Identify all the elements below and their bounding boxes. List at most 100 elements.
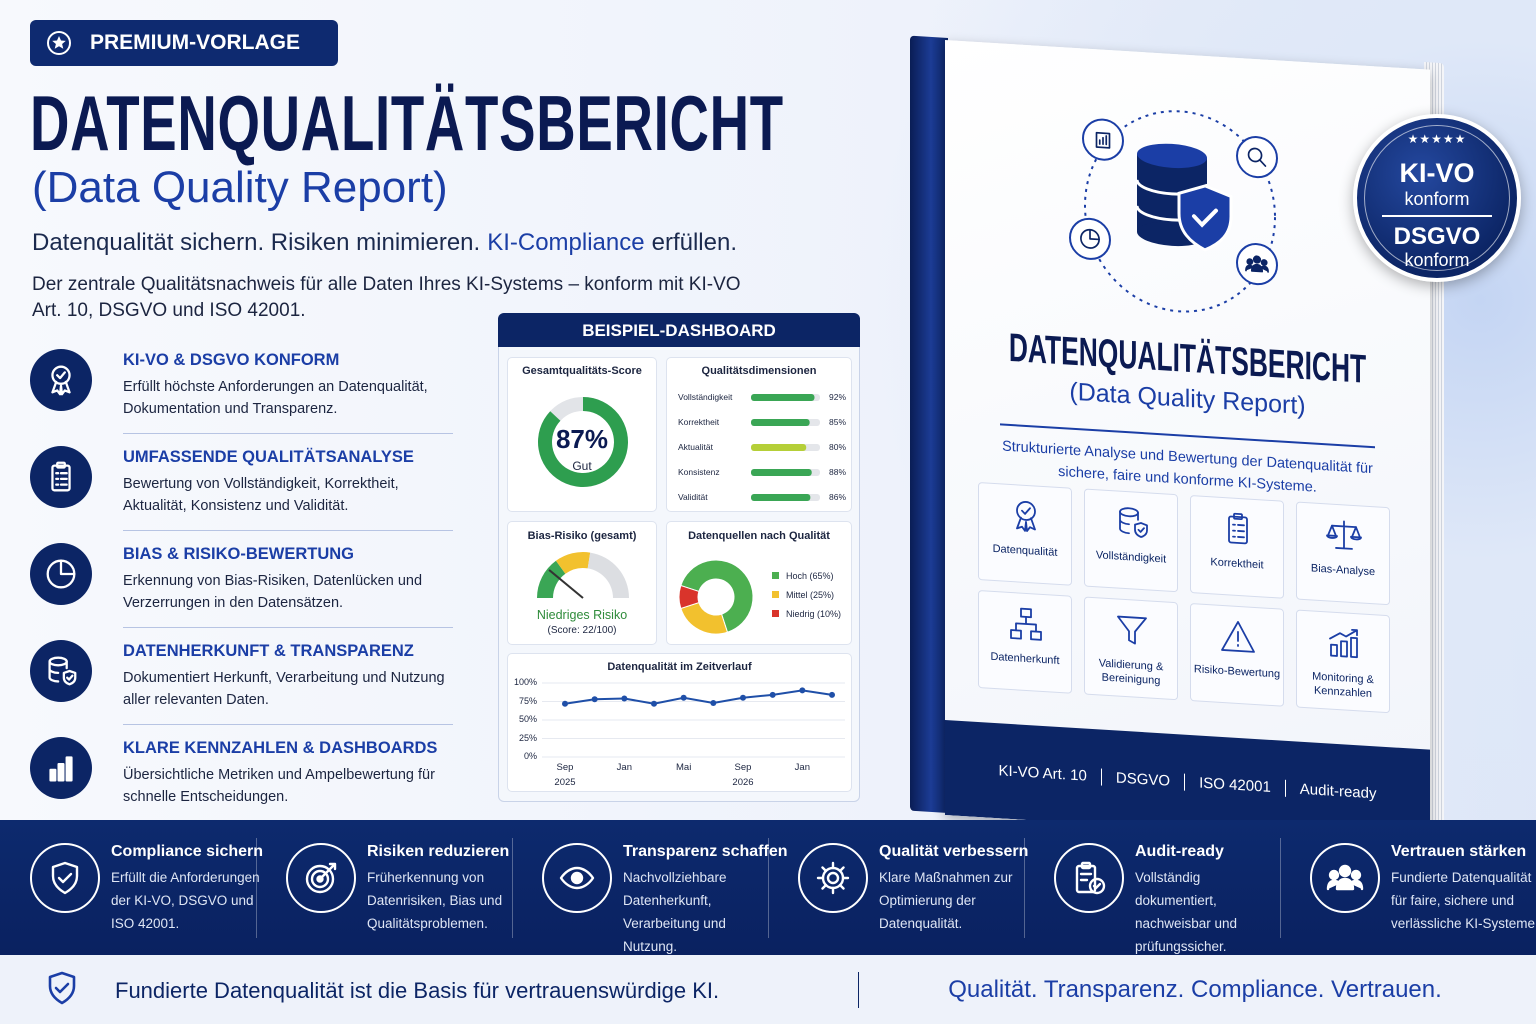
benefit-separator	[1280, 838, 1281, 938]
cover-item: Datenherkunft	[978, 590, 1072, 694]
feature-text: Dokumentiert Herkunft, Verarbeitung und …	[123, 670, 445, 708]
db-icon-part	[1119, 507, 1139, 518]
shield-icon	[51, 861, 79, 895]
tagline-part: Datenqualität sichern. Risiken minimiere…	[32, 229, 481, 256]
flow-icon-part	[1020, 607, 1032, 619]
shield-icon-part	[57, 872, 73, 884]
card-title: Datenquellen nach Qualität	[688, 530, 830, 542]
benefit-text: Früherkennung von Datenrisiken, Bias und…	[367, 870, 503, 931]
gear-icon	[816, 861, 850, 895]
db-icon-part	[1119, 507, 1148, 538]
book-cover: DATENQUALITÄTSBERICHT (Data Quality Repor…	[945, 40, 1430, 845]
clipcheck-icon-part	[1092, 882, 1102, 890]
search-icon	[1247, 147, 1267, 167]
shield-icon-part	[48, 971, 76, 1005]
cover-item-label: Monitoring & Kennzahlen	[1312, 670, 1374, 701]
footer-bar	[0, 955, 1536, 1024]
pie-icon-part	[1089, 228, 1100, 241]
bars-icon	[49, 756, 73, 782]
x-tick-label: Jan	[794, 762, 810, 773]
bar-label: Validität	[678, 492, 708, 502]
benefit-icon-circle	[798, 843, 868, 913]
benefit-separator	[1024, 838, 1025, 938]
emblem-shield	[1177, 184, 1233, 252]
db-icon-part	[66, 674, 74, 681]
medal-icon-part	[51, 365, 71, 396]
flow-icon-part	[1030, 630, 1042, 641]
scale-icon	[1326, 520, 1362, 550]
target-icon-part	[318, 862, 337, 881]
warning-icon-part	[1221, 621, 1255, 653]
pie-icon	[46, 559, 76, 589]
benefit-text: Fundierte Datenqualität für faire, siche…	[1391, 870, 1536, 931]
medal-icon	[1016, 501, 1036, 532]
seal-bottom: DSGVO	[1393, 223, 1481, 250]
dashboard-card	[507, 653, 852, 792]
card-title: Datenqualität im Zeitverlauf	[607, 661, 752, 673]
seal-bottom-sub: konform	[1404, 250, 1470, 270]
clipcheck-icon-part	[1075, 861, 1106, 895]
main-title: DATENQUALITÄTSBERICHT	[30, 79, 784, 167]
feature-text: Bewertung von Vollständigkeit, Korrekthe…	[123, 476, 399, 514]
emblem-check	[1192, 208, 1218, 228]
cover-item: Validierung & Bereinigung	[1084, 596, 1178, 701]
shield-icon	[48, 971, 76, 1005]
medal-icon	[51, 365, 71, 396]
gear-icon-part	[816, 861, 850, 895]
flow-icon-part	[1010, 629, 1022, 640]
minibars-icon-part	[1095, 131, 1111, 149]
badge: PREMIUM-VORLAGE	[30, 20, 338, 66]
feature-icon-circle	[30, 446, 92, 508]
db-icon-part	[48, 660, 68, 683]
pie-icon	[1080, 228, 1100, 249]
monitor-icon-part	[1350, 636, 1358, 659]
clipcheck-icon-part	[1079, 872, 1093, 882]
cover-item-label: Validierung & Bereinigung	[1098, 657, 1164, 688]
emblem-node	[1236, 136, 1278, 179]
bias-rating: Niedriges Risiko	[536, 608, 628, 622]
benefit-title: Compliance sichern	[111, 843, 264, 860]
people-icon-part	[1338, 864, 1352, 878]
bar-value-label: 92%	[828, 392, 846, 402]
tagline: Datenqualität sichern. Risiken minimiere…	[32, 229, 737, 257]
y-tick-label: 75%	[518, 695, 537, 706]
shield-icon-part	[51, 861, 79, 895]
people-icon	[1326, 864, 1364, 891]
clipboard-icon-part	[56, 461, 66, 469]
feature-icon-circle	[30, 543, 92, 605]
bars-icon-part	[65, 756, 73, 782]
cover-item: Datenqualität	[978, 482, 1072, 586]
seal-stars: ★★★★★	[1407, 132, 1467, 146]
db-icon-part	[1119, 510, 1139, 535]
cover-item: Risiko-Bewertung	[1190, 602, 1284, 707]
search-icon-part	[1247, 147, 1263, 163]
cover-item: Vollständigkeit	[1084, 488, 1178, 593]
feature-text: Erfüllt höchste Anforderungen an Datenqu…	[123, 379, 428, 417]
benefit-text: Klare Maßnahmen zur Optimierung der Date…	[879, 870, 1013, 931]
benefits-band	[0, 820, 1536, 955]
badge-icon-star	[52, 36, 66, 49]
feature-icon-circle	[30, 640, 92, 702]
cover-item-label: Datenherkunft	[990, 650, 1060, 668]
feature-title: DATENHERKUNFT & TRANSPARENZ	[123, 642, 414, 660]
card-title: Bias-Risiko (gesamt)	[527, 530, 637, 542]
funnel-icon-part	[1117, 615, 1147, 645]
people-icon-part	[1252, 255, 1262, 264]
people-icon-part	[1245, 263, 1269, 273]
clipboard-icon-part	[1228, 512, 1248, 545]
feature-text: Übersichtliche Metriken und Ampelbewertu…	[123, 767, 435, 805]
people-icon	[1245, 255, 1269, 273]
clipboard-icon	[1228, 512, 1248, 545]
db-icon-part	[48, 656, 77, 686]
gear-icon-part	[826, 871, 840, 885]
eye-icon	[559, 866, 595, 890]
feature-divider	[123, 433, 453, 434]
bar-value-label: 86%	[828, 492, 846, 502]
clipcheck-icon	[1075, 861, 1106, 895]
clipboard-icon-part	[1233, 512, 1243, 521]
bar-value-label: 80%	[828, 442, 846, 452]
target-icon-part	[310, 869, 330, 889]
pie-icon-part	[59, 559, 76, 576]
benefit-separator	[256, 838, 257, 938]
